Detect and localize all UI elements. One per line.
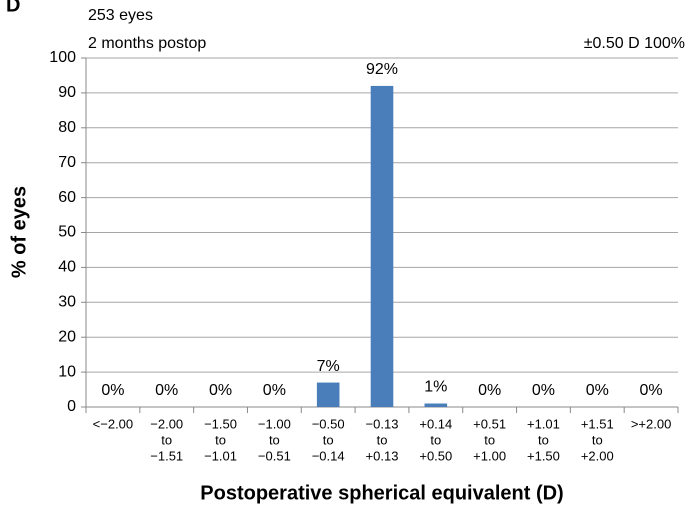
- y-tick-label: 30: [58, 294, 76, 311]
- data-label: 0%: [532, 382, 555, 399]
- x-tick-label: to: [592, 432, 603, 447]
- x-tick-label: to: [323, 432, 334, 447]
- x-tick-label: +1.01: [527, 416, 560, 431]
- panel-label: D: [6, 0, 20, 16]
- annotation: ±0.50 D 100%: [584, 35, 685, 52]
- x-tick-label: −1.50: [204, 416, 237, 431]
- x-tick-label: −2.00: [150, 416, 183, 431]
- x-tick-label: +1.50: [527, 448, 560, 463]
- annotation: 253 eyes: [88, 7, 153, 24]
- annotation: 2 months postop: [88, 35, 206, 52]
- data-label: 92%: [366, 61, 398, 78]
- x-tick-label: to: [215, 432, 226, 447]
- x-tick-label: +0.14: [419, 416, 452, 431]
- y-tick-label: 70: [58, 154, 76, 171]
- data-label: 0%: [478, 382, 501, 399]
- data-label: 1%: [424, 379, 447, 396]
- y-tick-label: 10: [58, 363, 76, 380]
- data-label: 0%: [209, 382, 232, 399]
- x-tick-label: to: [161, 432, 172, 447]
- x-tick-label: −1.51: [150, 448, 183, 463]
- x-tick-label: to: [538, 432, 549, 447]
- x-tick-label: −0.13: [366, 416, 399, 431]
- x-tick-label: +2.00: [581, 448, 614, 463]
- y-tick-label: 100: [49, 49, 76, 66]
- x-tick-label: >+2.00: [631, 416, 672, 431]
- y-tick-label: 20: [58, 328, 76, 345]
- data-label: 0%: [586, 382, 609, 399]
- y-tick-label: 0: [67, 398, 76, 415]
- x-tick-label: to: [430, 432, 441, 447]
- x-tick-label: to: [484, 432, 495, 447]
- x-tick-label: <−2.00: [93, 416, 134, 431]
- y-tick-label: 40: [58, 259, 76, 276]
- x-tick-label: +0.13: [366, 448, 399, 463]
- bar: [424, 403, 448, 407]
- y-axis-title: % of eyes: [8, 186, 30, 278]
- x-tick-label: +0.51: [473, 416, 506, 431]
- data-label: 0%: [101, 382, 124, 399]
- data-label: 7%: [317, 358, 340, 375]
- x-tick-label: −0.14: [312, 448, 345, 463]
- data-label: 0%: [263, 382, 286, 399]
- x-tick-label: −0.50: [312, 416, 345, 431]
- y-tick-label: 50: [58, 224, 76, 241]
- data-label: 0%: [155, 382, 178, 399]
- x-tick-label: +1.00: [473, 448, 506, 463]
- x-tick-label: to: [269, 432, 280, 447]
- x-tick-label: −1.00: [258, 416, 291, 431]
- y-tick-label: 60: [58, 189, 76, 206]
- bar: [370, 85, 394, 408]
- x-axis-title: Postoperative spherical equivalent (D): [200, 482, 563, 504]
- y-tick-label: 90: [58, 84, 76, 101]
- x-tick-label: −1.01: [204, 448, 237, 463]
- x-tick-label: +1.51: [581, 416, 614, 431]
- x-tick-label: −0.51: [258, 448, 291, 463]
- bar: [316, 382, 340, 407]
- x-tick-label: to: [377, 432, 388, 447]
- data-label: 0%: [640, 382, 663, 399]
- x-tick-label: +0.50: [419, 448, 452, 463]
- y-tick-label: 80: [58, 119, 76, 136]
